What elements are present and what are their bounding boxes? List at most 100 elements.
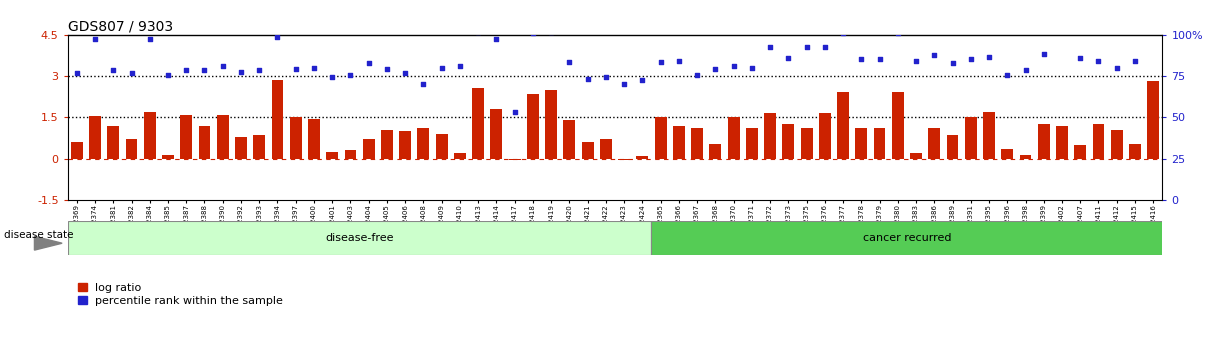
Bar [381, 130, 392, 159]
Bar [710, 144, 721, 159]
Point [1034, 51, 1054, 57]
Point [870, 57, 889, 62]
Point [797, 44, 817, 50]
Bar [745, 128, 758, 159]
Point [815, 44, 835, 50]
Point [140, 36, 160, 41]
Text: disease-free: disease-free [325, 233, 394, 243]
Point [541, 29, 561, 34]
Bar [1111, 130, 1123, 159]
Bar [344, 150, 357, 159]
Point [322, 75, 342, 80]
Bar [1148, 81, 1159, 159]
Bar [819, 113, 830, 159]
Point [998, 72, 1017, 77]
Point [487, 36, 507, 41]
Point [304, 65, 323, 70]
Bar [454, 153, 466, 159]
Bar [873, 128, 886, 159]
Bar [1092, 124, 1105, 159]
Point [469, 29, 488, 34]
Bar [563, 120, 576, 159]
Bar [198, 126, 210, 159]
Point [760, 44, 780, 50]
Bar [947, 135, 958, 159]
Text: disease state: disease state [4, 230, 74, 239]
Bar [600, 139, 611, 159]
Bar [363, 139, 375, 159]
Bar [435, 134, 448, 159]
Bar [107, 126, 119, 159]
Point [614, 81, 633, 87]
Point [159, 72, 178, 77]
Bar [801, 128, 813, 159]
Bar [728, 117, 739, 159]
Bar [526, 94, 539, 159]
Bar [582, 142, 594, 159]
Bar [654, 117, 667, 159]
Point [597, 75, 616, 80]
Point [103, 68, 123, 73]
Point [907, 58, 926, 63]
Point [779, 55, 798, 61]
Polygon shape [34, 236, 63, 250]
Point [942, 61, 962, 66]
Bar [1057, 126, 1068, 159]
Text: cancer recurred: cancer recurred [862, 233, 951, 243]
Point [176, 68, 196, 73]
Point [706, 66, 726, 72]
Bar [417, 128, 429, 159]
Point [523, 30, 542, 36]
Point [742, 65, 761, 70]
Point [1070, 55, 1090, 61]
Bar [838, 92, 849, 159]
Bar [71, 142, 82, 159]
Bar [308, 119, 320, 159]
Point [688, 72, 707, 77]
Point [851, 57, 871, 62]
Bar [545, 90, 557, 159]
Point [378, 66, 397, 72]
Legend: log ratio, percentile rank within the sample: log ratio, percentile rank within the sa… [74, 278, 288, 310]
Point [231, 69, 251, 75]
Bar [68, 221, 652, 255]
Point [1107, 65, 1127, 70]
Bar [1001, 149, 1014, 159]
Point [450, 63, 470, 69]
Point [66, 70, 86, 76]
Point [341, 72, 360, 77]
Bar [272, 80, 283, 159]
Bar [1129, 144, 1141, 159]
Point [961, 57, 980, 62]
Bar [89, 116, 101, 159]
Bar [235, 137, 247, 159]
Bar [181, 115, 192, 159]
Bar [983, 112, 995, 159]
Point [1052, 21, 1071, 26]
Bar [162, 155, 173, 159]
Bar [855, 128, 867, 159]
Bar [636, 156, 648, 159]
Point [723, 63, 743, 69]
Bar [491, 109, 502, 159]
Text: GDS807 / 9303: GDS807 / 9303 [68, 19, 172, 33]
Bar [509, 159, 520, 160]
Point [833, 30, 852, 36]
Point [250, 68, 269, 73]
Bar [144, 112, 156, 159]
Bar [1038, 124, 1049, 159]
Point [979, 54, 999, 59]
Bar [910, 153, 922, 159]
Point [888, 30, 908, 36]
Bar [619, 159, 630, 160]
Point [432, 65, 451, 70]
Bar [673, 126, 685, 159]
Bar [290, 117, 301, 159]
Point [1089, 58, 1108, 63]
Bar [253, 135, 266, 159]
Bar [691, 128, 704, 159]
Point [504, 109, 524, 115]
Point [578, 76, 598, 81]
Point [213, 63, 232, 69]
Point [669, 58, 689, 63]
